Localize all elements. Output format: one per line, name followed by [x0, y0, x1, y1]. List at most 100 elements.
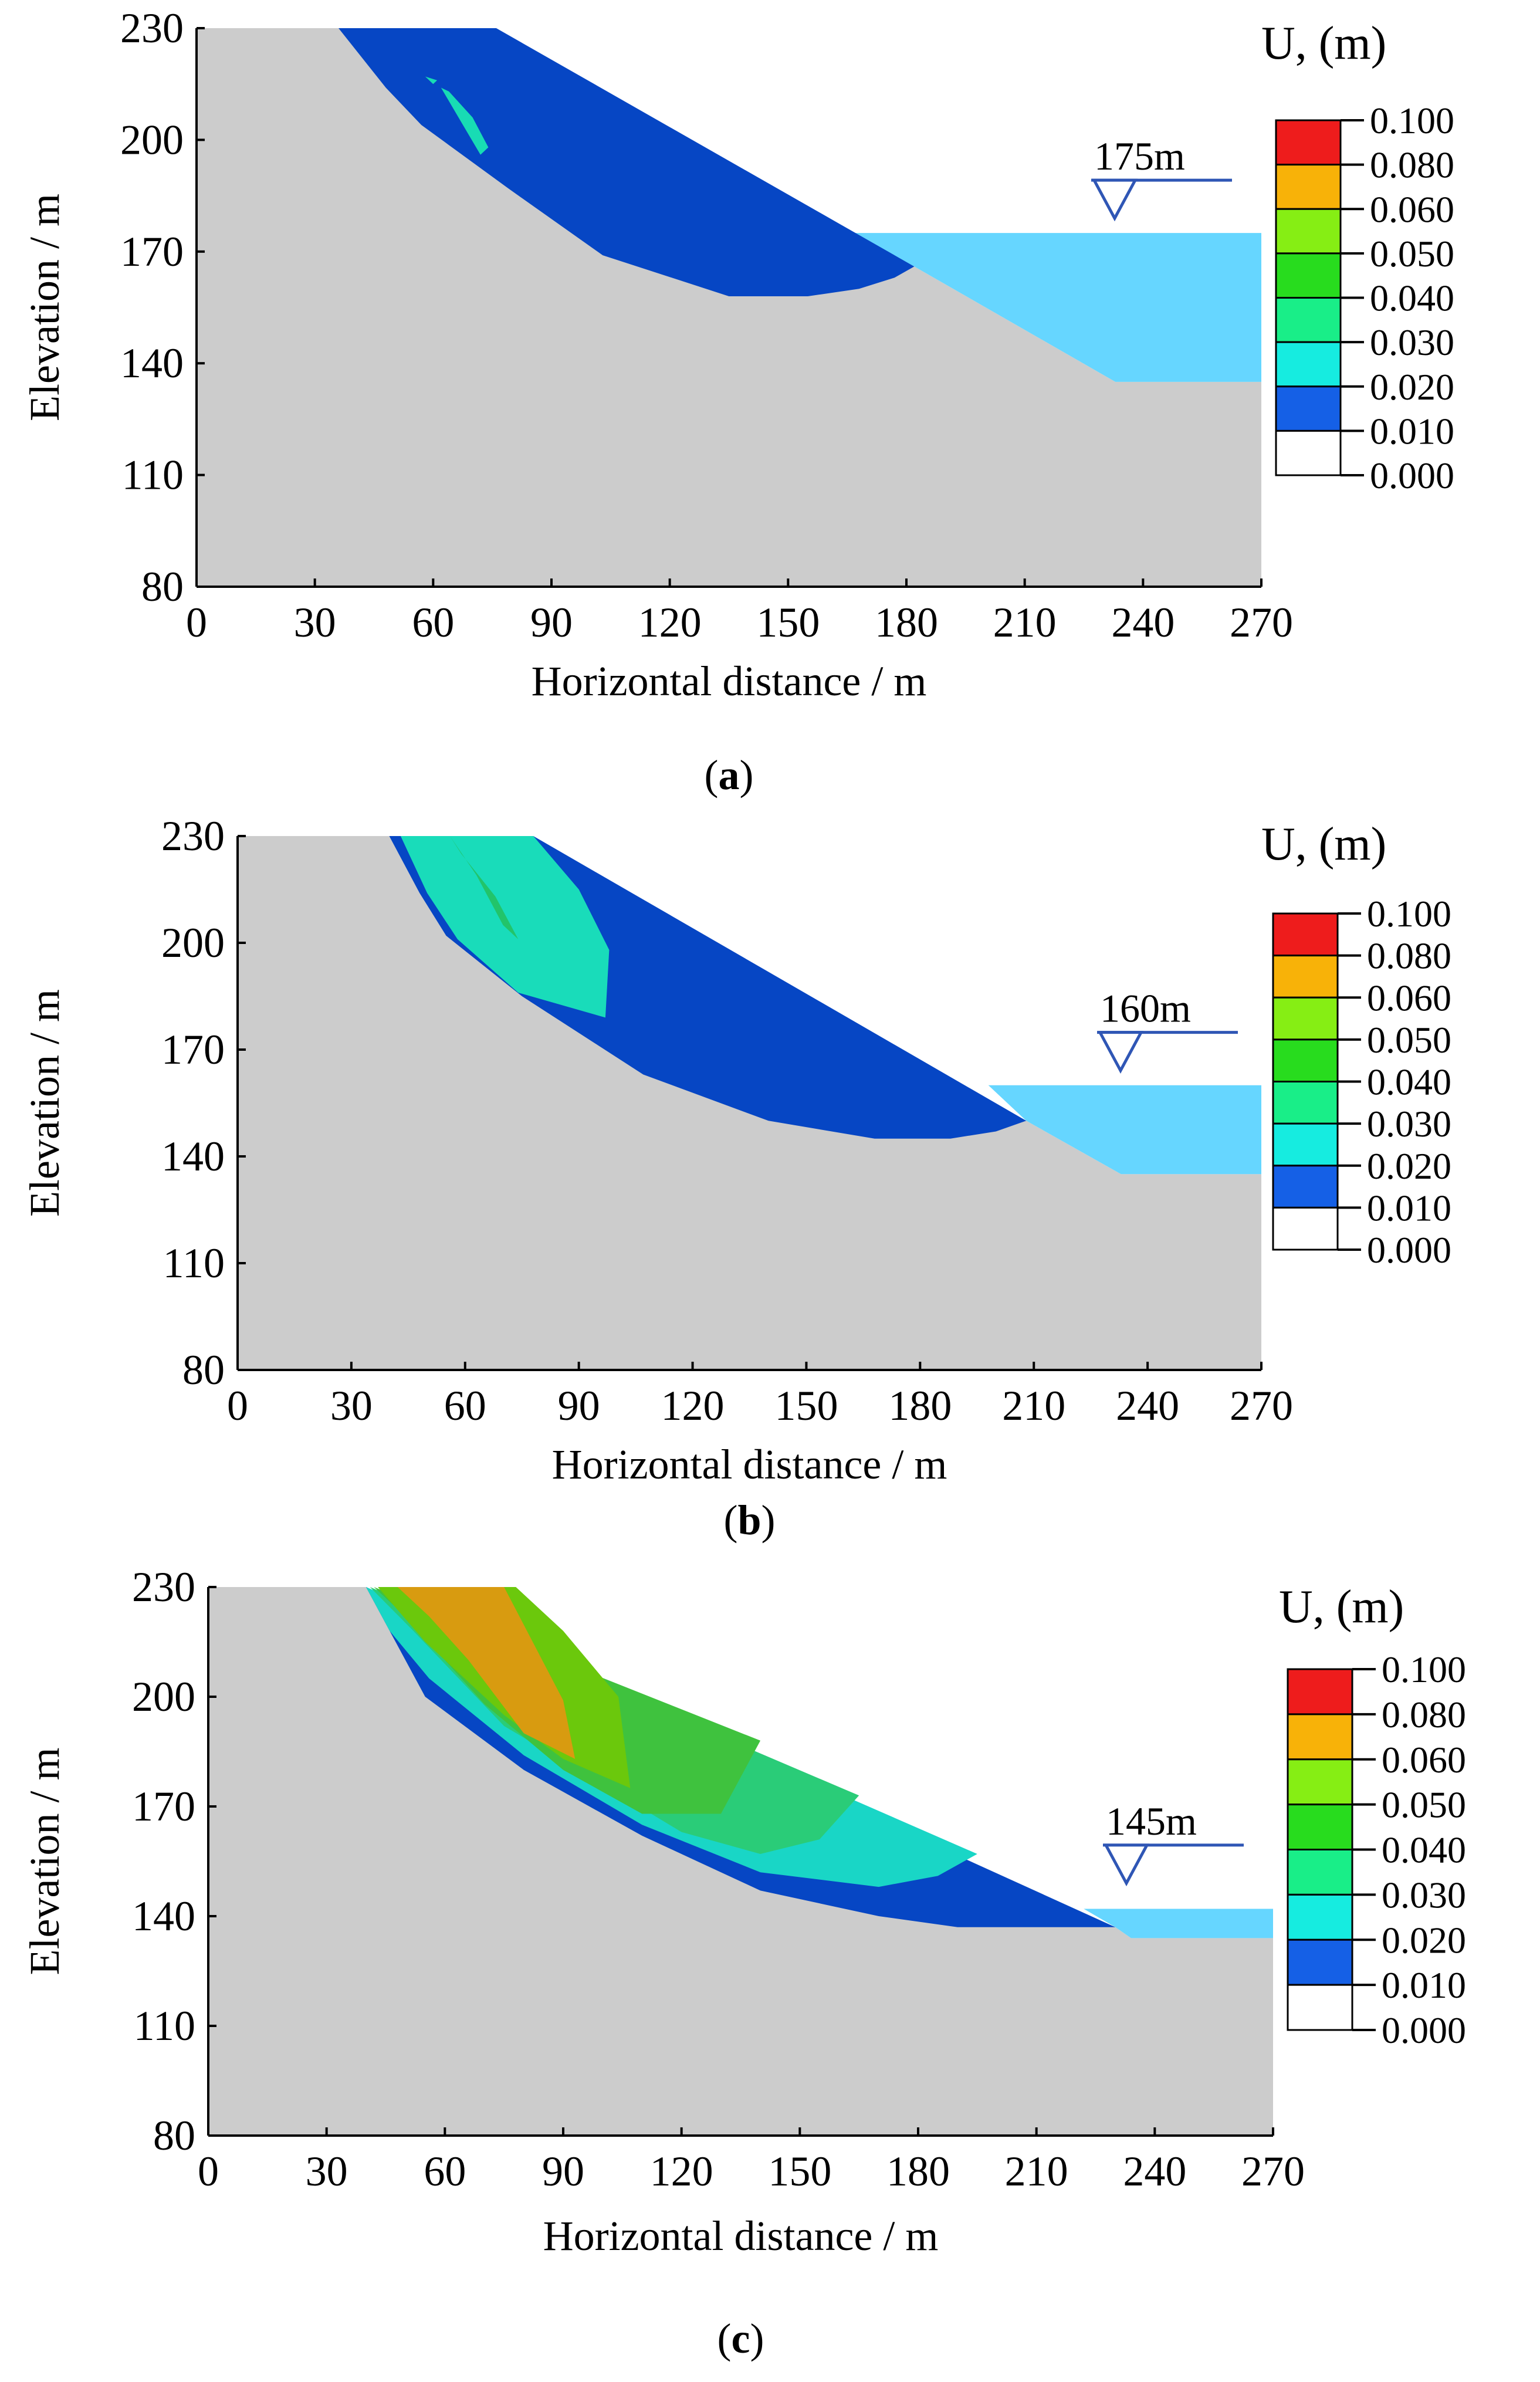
legend-title: U, (m): [1261, 18, 1386, 69]
x-tick-label: 60: [424, 2148, 466, 2195]
y-tick-label: 110: [163, 1240, 225, 1287]
water-level-marker: 175m: [1091, 134, 1232, 222]
x-tick-label: 180: [875, 599, 938, 646]
legend-level-label: 0.060: [1367, 977, 1451, 1019]
y-tick-label: 230: [120, 5, 184, 52]
legend-swatch: [1272, 1122, 1339, 1167]
panel-b: 0 30 60 90 120 150 180 210 240 270 80 110 140 170 200 2…: [21, 813, 1451, 1544]
legend-level-label: 0.060: [1370, 188, 1454, 230]
legend-swatch: [1272, 1165, 1339, 1209]
x-tick-label: 150: [756, 599, 820, 646]
y-tick-label: 80: [141, 563, 184, 610]
legend-level-label: 0.020: [1382, 1919, 1466, 1961]
legend-level-label: 0.000: [1370, 455, 1454, 496]
legend-level-label: 0.020: [1367, 1145, 1451, 1187]
y-tick-label: 170: [120, 228, 184, 275]
y-axis-label: Elevation / m: [21, 194, 68, 421]
legend-level-label: 0.000: [1382, 2009, 1466, 2051]
legend-swatch: [1287, 1938, 1353, 1986]
y-tick-label: 140: [120, 340, 184, 387]
legend-level-label: 0.020: [1370, 366, 1454, 408]
x-tick-label: 0: [227, 1382, 248, 1429]
x-tick-label: 90: [530, 599, 573, 646]
legend-level-label: 0.040: [1370, 278, 1454, 319]
y-tick-label: 110: [134, 2002, 195, 2049]
x-tick-label: 90: [558, 1382, 600, 1429]
y-axis-label: Elevation / m: [21, 1748, 68, 1975]
legend-level-label: 0.030: [1370, 322, 1454, 363]
legend-swatch: [1275, 208, 1342, 255]
legend-level-label: 0.010: [1382, 1964, 1466, 2006]
x-tick-label: 30: [330, 1382, 373, 1429]
x-tick-label: 270: [1241, 2148, 1305, 2195]
legend-level-label: 0.100: [1382, 1649, 1466, 1690]
y-tick-label: 230: [132, 1564, 195, 1610]
x-axis-label: Horizontal distance / m: [532, 658, 927, 705]
y-axis-label: Elevation / m: [21, 989, 68, 1217]
x-tick-label: 0: [186, 599, 207, 646]
legend-level-label: 0.100: [1370, 100, 1454, 141]
x-axis-label: Horizontal distance / m: [543, 2212, 939, 2259]
legend: U, (m) 0.1000.0800.0600.0500.0400.0300.02…: [1261, 818, 1451, 1271]
displacement-zone-5: [397, 1587, 576, 1759]
legend-level-label: 0.000: [1367, 1229, 1451, 1271]
legend-swatch: [1272, 1038, 1339, 1082]
x-tick-label: 240: [1111, 599, 1175, 646]
legend-swatch: [1275, 341, 1342, 388]
legend-swatch: [1287, 1804, 1353, 1850]
y-tick-label: 200: [132, 1673, 195, 1720]
y-tick-label: 200: [161, 919, 225, 966]
x-tick-label: 150: [774, 1382, 838, 1429]
panel-caption: (b): [723, 1497, 775, 1544]
water-level-triangle-icon: [1097, 1031, 1144, 1074]
y-tick-label: 230: [161, 813, 225, 860]
legend-level-label: 0.080: [1382, 1694, 1466, 1735]
water-level-marker: 160m: [1097, 986, 1238, 1074]
legend-level-label: 0.010: [1367, 1187, 1451, 1229]
legend-level-label: 0.040: [1382, 1829, 1466, 1871]
x-tick-label: 240: [1116, 1382, 1179, 1429]
legend-swatch: [1275, 252, 1342, 299]
y-tick-label: 140: [161, 1133, 225, 1180]
displacement-zone-1: [441, 87, 489, 155]
legend-level-label: 0.050: [1382, 1784, 1466, 1826]
legend-swatch: [1272, 1206, 1339, 1251]
y-tick-label: 80: [182, 1346, 225, 1393]
legend-level-label: 0.050: [1370, 233, 1454, 275]
panel-a: 0 30 60 90 120 150 180 210 240 270 80 110 140 170 200 2…: [21, 5, 1454, 798]
x-tick-label: 180: [888, 1382, 952, 1429]
legend-swatch: [1287, 1668, 1353, 1716]
legend: U, (m) 0.1000.0800.0600.0500.0400.0300.02…: [1261, 18, 1454, 496]
legend-swatch: [1287, 1849, 1353, 1896]
legend-swatch: [1275, 429, 1342, 476]
legend: U, (m) 0.1000.0800.0600.0500.0400.0300.02…: [1279, 1581, 1466, 2051]
legend-level-label: 0.040: [1367, 1061, 1451, 1103]
legend-level-label: 0.030: [1367, 1103, 1451, 1145]
x-tick-label: 60: [412, 599, 454, 646]
x-tick-label: 270: [1230, 599, 1293, 646]
panel-letter: a: [719, 752, 740, 798]
legend-level-label: 0.080: [1370, 144, 1454, 186]
y-tick-label: 200: [120, 116, 184, 163]
x-tick-label: 120: [661, 1382, 725, 1429]
slope-body: [197, 28, 1261, 587]
reservoir-water: [1084, 1909, 1273, 1938]
x-tick-label: 210: [1005, 2148, 1068, 2195]
legend-title: U, (m): [1261, 818, 1386, 870]
legend-title: U, (m): [1279, 1581, 1404, 1633]
displacement-zone-2: [449, 836, 519, 939]
water-level-marker: 145m: [1103, 1799, 1244, 1887]
x-tick-label: 120: [650, 2148, 713, 2195]
legend-swatch: [1275, 164, 1342, 210]
legend-swatch: [1272, 955, 1339, 999]
y-tick-label: 110: [122, 452, 184, 499]
legend-swatch: [1275, 119, 1342, 166]
legend-level-label: 0.060: [1382, 1739, 1466, 1781]
y-tick-label: 170: [161, 1026, 225, 1073]
panel-c: 0 30 60 90 120 150 180 210 240 270 80 110 140 170 200 2…: [21, 1564, 1466, 2362]
x-tick-label: 210: [993, 599, 1057, 646]
panel-caption: (a): [705, 752, 754, 798]
legend-swatch: [1272, 1081, 1339, 1125]
x-tick-label: 0: [198, 2148, 219, 2195]
y-tick-label: 80: [153, 2112, 195, 2159]
